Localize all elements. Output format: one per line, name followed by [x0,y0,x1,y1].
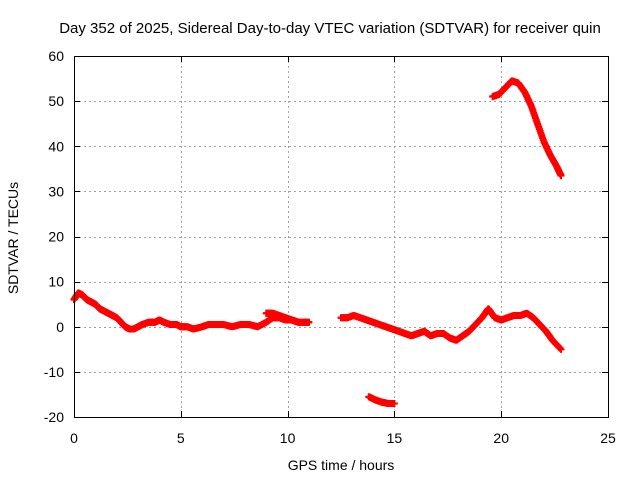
x-tick-label: 15 [387,430,403,446]
x-tick-label: 20 [493,430,509,446]
series-segment-1 [70,289,313,333]
y-tick-label: -20 [44,409,64,425]
data-point [557,172,565,180]
data-point [557,345,565,353]
y-axis-title: SDTVAR / TECUs [5,182,21,294]
y-tick-label: 30 [48,183,64,199]
y-tick-label: 0 [56,319,64,335]
series-segment-3 [337,305,565,353]
data-points [70,77,565,407]
x-tick-label: 0 [70,430,78,446]
y-tick-label: 50 [48,93,64,109]
series-segment-2 [262,309,302,326]
plot-frame [74,56,609,418]
data-point [294,318,302,326]
x-tick-label: 5 [177,430,185,446]
x-axis-ticks: 0 5 10 15 20 25 [70,56,616,446]
x-tick-label: 25 [600,430,616,446]
series-segment-4 [365,393,398,407]
y-tick-label: -10 [44,364,64,380]
x-axis-title: GPS time / hours [288,457,395,473]
chart-title: Day 352 of 2025, Sidereal Day-to-day VTE… [59,20,601,37]
x-tick-label: 10 [280,430,296,446]
y-tick-label: 10 [48,274,64,290]
data-point [390,399,398,407]
series-segment-5 [489,77,565,180]
data-point [305,318,313,326]
y-tick-label: 40 [48,138,64,154]
grid [74,56,608,417]
y-tick-label: 60 [48,48,64,64]
y-tick-label: 20 [48,229,64,245]
